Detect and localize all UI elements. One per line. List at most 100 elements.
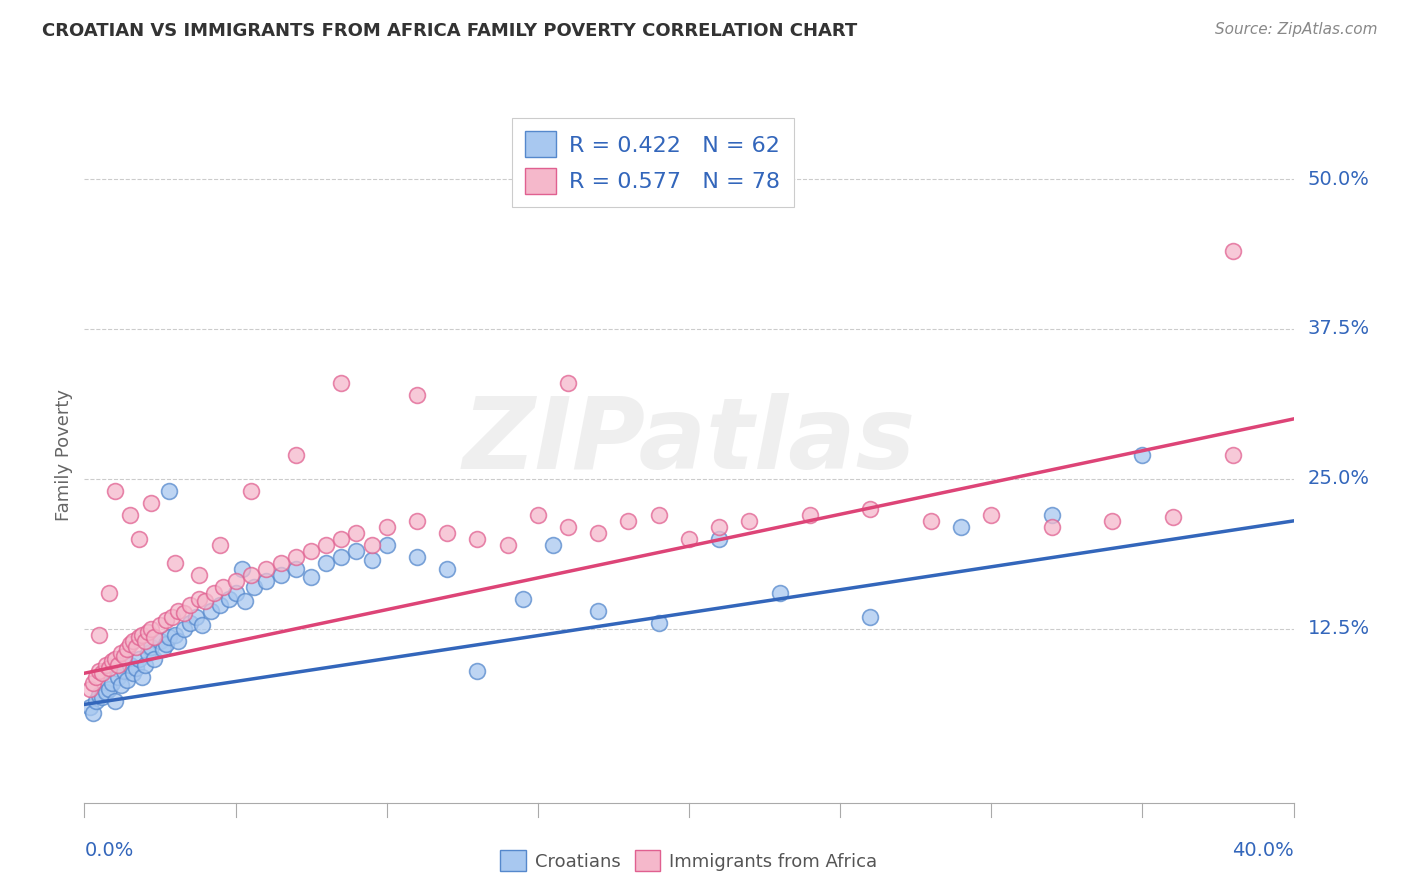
Point xyxy=(1222,448,1244,462)
Point xyxy=(86,670,108,684)
Point xyxy=(799,508,821,522)
Point xyxy=(1101,514,1123,528)
Point xyxy=(139,496,162,510)
Point xyxy=(155,614,177,628)
Point xyxy=(588,604,610,618)
Point xyxy=(152,642,174,657)
Point xyxy=(980,508,1002,522)
Point xyxy=(155,637,177,651)
Point xyxy=(179,598,201,612)
Point xyxy=(360,553,382,567)
Point xyxy=(125,640,148,654)
Point xyxy=(738,514,761,528)
Text: CROATIAN VS IMMIGRANTS FROM AFRICA FAMILY POVERTY CORRELATION CHART: CROATIAN VS IMMIGRANTS FROM AFRICA FAMIL… xyxy=(42,22,858,40)
Point xyxy=(1040,520,1063,534)
Point xyxy=(346,525,368,540)
Point xyxy=(94,657,117,672)
Text: 40.0%: 40.0% xyxy=(1232,841,1294,860)
Point xyxy=(163,556,186,570)
Point xyxy=(1130,448,1153,462)
Point xyxy=(112,649,135,664)
Point xyxy=(121,666,143,681)
Point xyxy=(239,567,262,582)
Point xyxy=(315,538,337,552)
Point xyxy=(406,549,429,564)
Point xyxy=(209,538,232,552)
Point xyxy=(179,615,201,630)
Point xyxy=(375,520,398,534)
Point xyxy=(167,604,190,618)
Point xyxy=(330,376,353,390)
Point xyxy=(186,610,208,624)
Point xyxy=(100,654,122,668)
Y-axis label: Family Poverty: Family Poverty xyxy=(55,389,73,521)
Point xyxy=(188,567,211,582)
Point xyxy=(254,562,277,576)
Point xyxy=(104,483,127,498)
Point xyxy=(86,694,108,708)
Text: 37.5%: 37.5% xyxy=(1308,319,1369,338)
Point xyxy=(134,633,156,648)
Point xyxy=(406,388,429,402)
Point xyxy=(1040,508,1063,522)
Point xyxy=(118,637,141,651)
Point xyxy=(157,483,180,498)
Point xyxy=(218,591,240,606)
Point xyxy=(467,664,489,678)
Point xyxy=(115,642,138,657)
Point xyxy=(136,625,159,640)
Text: 0.0%: 0.0% xyxy=(84,841,134,860)
Point xyxy=(284,562,308,576)
Point xyxy=(709,532,731,546)
Point xyxy=(191,618,214,632)
Point xyxy=(284,549,308,564)
Point xyxy=(173,622,195,636)
Point xyxy=(91,690,114,705)
Point xyxy=(225,574,247,588)
Point xyxy=(115,673,138,688)
Point xyxy=(97,681,120,696)
Point xyxy=(588,525,610,540)
Point xyxy=(526,508,548,522)
Point xyxy=(121,633,143,648)
Point xyxy=(769,586,792,600)
Point xyxy=(89,688,111,702)
Point xyxy=(167,633,190,648)
Point xyxy=(149,618,172,632)
Point xyxy=(94,685,117,699)
Point xyxy=(89,628,111,642)
Point xyxy=(436,562,458,576)
Point xyxy=(110,678,132,692)
Point xyxy=(139,622,162,636)
Point xyxy=(82,676,104,690)
Point xyxy=(104,652,127,666)
Point xyxy=(557,376,579,390)
Point xyxy=(139,640,162,654)
Point xyxy=(231,562,253,576)
Point xyxy=(242,580,264,594)
Point xyxy=(194,594,217,608)
Point xyxy=(142,630,165,644)
Point xyxy=(270,567,292,582)
Point xyxy=(299,544,322,558)
Point xyxy=(859,502,882,516)
Point xyxy=(173,607,195,621)
Point xyxy=(128,630,150,644)
Point xyxy=(647,615,671,630)
Point xyxy=(647,508,671,522)
Point xyxy=(512,591,534,606)
Point xyxy=(118,657,141,672)
Point xyxy=(375,538,398,552)
Text: Source: ZipAtlas.com: Source: ZipAtlas.com xyxy=(1215,22,1378,37)
Point xyxy=(859,610,882,624)
Point xyxy=(118,508,141,522)
Point xyxy=(79,699,101,714)
Point xyxy=(97,661,120,675)
Text: 25.0%: 25.0% xyxy=(1308,469,1369,489)
Point xyxy=(110,646,132,660)
Point xyxy=(163,628,186,642)
Point xyxy=(157,630,180,644)
Point xyxy=(125,661,148,675)
Point xyxy=(541,538,564,552)
Point xyxy=(104,694,127,708)
